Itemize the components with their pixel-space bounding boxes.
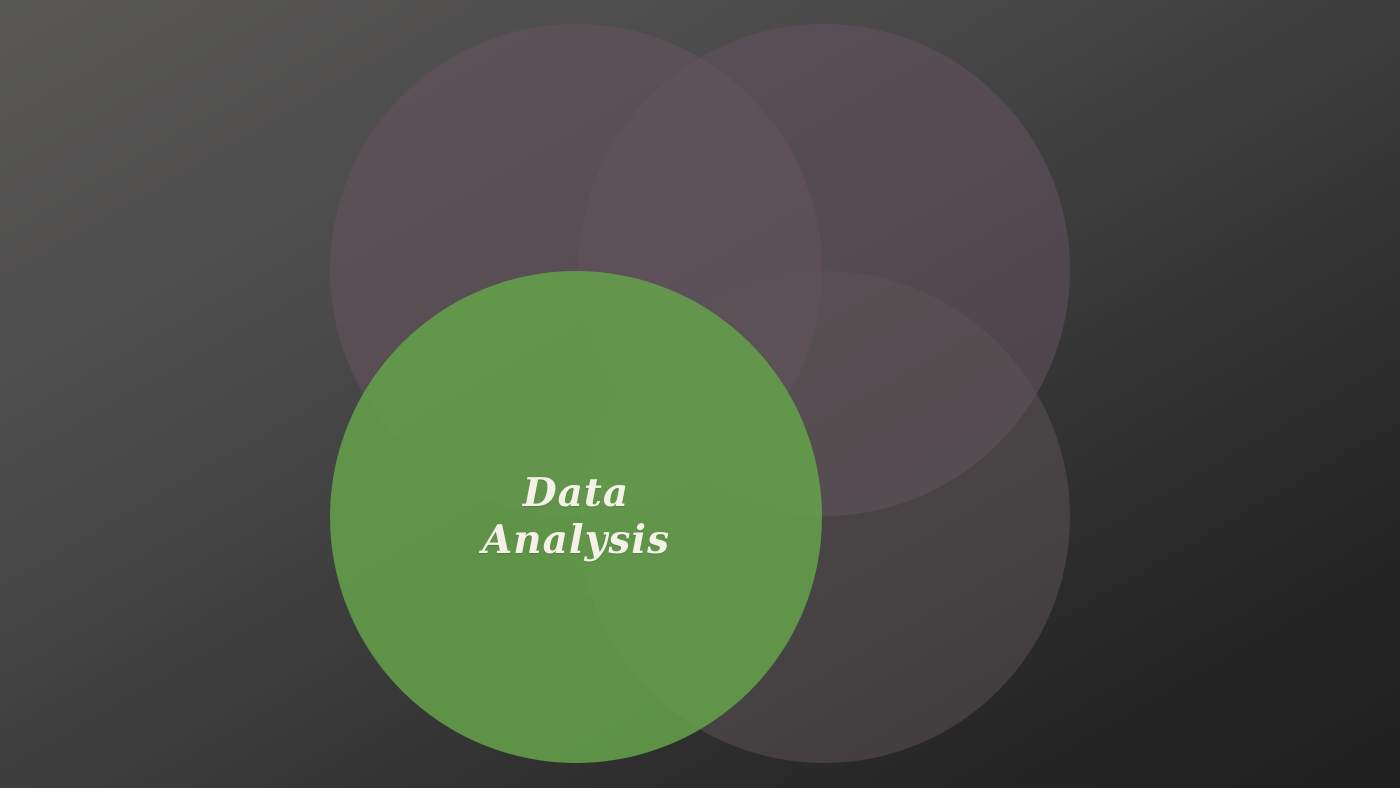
label-line-2: Analysis <box>481 517 671 563</box>
venn-circle-data-analysis[interactable] <box>330 271 822 763</box>
venn-circle-label: Data Analysis <box>330 271 822 763</box>
label-line-1: Data <box>522 470 630 516</box>
